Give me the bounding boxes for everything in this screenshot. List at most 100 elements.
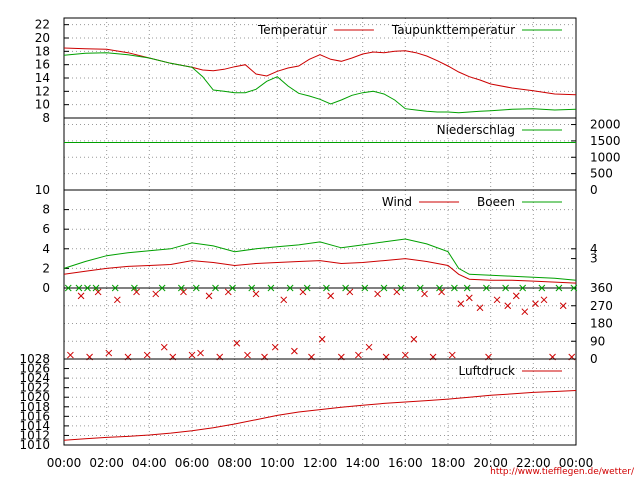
- x-tick-label: 02:00: [89, 456, 124, 470]
- direction-point: [286, 284, 294, 292]
- wind-ytick-left: 4: [42, 242, 50, 256]
- rain-panel: 0 500 1000 1500 2000 Niederschlag: [63, 117, 621, 197]
- temp-ytick-left: 10: [35, 98, 50, 112]
- direction-point: [177, 284, 185, 292]
- direction-point: [361, 284, 369, 292]
- pressure-frame: [63, 358, 577, 446]
- rain-ytick-right: 1000: [590, 150, 621, 164]
- direction-point: [143, 351, 151, 359]
- temp-legend-label: Taupunkttemperatur: [391, 23, 515, 37]
- direction-point: [233, 339, 241, 347]
- pressure-ytick-left: 1022: [19, 381, 50, 395]
- direction-point: [457, 300, 465, 308]
- x-tick-label: 12:00: [303, 456, 338, 470]
- direction-point: [451, 284, 458, 292]
- footer-url[interactable]: http://www.tiefflegen.de/wetter/: [490, 467, 635, 477]
- rain-ytick-right: 1500: [590, 134, 621, 148]
- x-tick-label: 10:00: [260, 456, 295, 470]
- temp-legend-label: Temperatur: [257, 23, 327, 37]
- direction-point: [555, 284, 563, 292]
- direction-point: [448, 351, 456, 359]
- direction-point: [105, 349, 113, 357]
- direction-point: [267, 284, 275, 292]
- direction-point: [540, 296, 548, 304]
- direction-ytick-right: 360: [590, 281, 613, 295]
- direction-point: [113, 296, 121, 304]
- direction-point: [380, 284, 388, 292]
- temp-ytick-left: 8: [42, 111, 50, 125]
- pressure-ytick-left: 1012: [19, 428, 50, 442]
- direction-ytick-right: 0: [590, 352, 598, 366]
- temp-ytick-left: 16: [35, 58, 50, 72]
- pressure-panel: 1010101210141016101810201022102410261028…: [19, 352, 577, 452]
- direction-point: [493, 296, 501, 304]
- direction-point: [271, 343, 279, 351]
- direction-point: [327, 292, 335, 300]
- x-tick-label: 00:00: [47, 456, 82, 470]
- temp-ytick-left: 20: [35, 31, 50, 45]
- wind-ytick-left: 8: [42, 203, 50, 217]
- x-tick-label: 00:00: [559, 456, 594, 470]
- direction-point: [111, 284, 119, 292]
- temp-series-0: [63, 47, 577, 96]
- x-tick-label: 22:00: [516, 456, 551, 470]
- direction-point: [291, 347, 298, 355]
- rain-ytick-right: 2000: [590, 118, 621, 132]
- direction-point: [318, 335, 326, 343]
- wind-ytick-left: 6: [42, 222, 50, 236]
- x-tick-label: 16:00: [388, 456, 423, 470]
- x-tick-label: 08:00: [217, 456, 252, 470]
- direction-point: [229, 284, 236, 292]
- x-tick-label: 20:00: [473, 456, 508, 470]
- pressure-ytick-left: 1028: [19, 352, 50, 366]
- direction-point: [160, 343, 168, 351]
- direction-panel: 0 90 180 270 360: [63, 281, 613, 366]
- x-tick-label: 04:00: [132, 456, 167, 470]
- direction-point: [355, 351, 362, 359]
- direction-point: [374, 290, 381, 298]
- pressure-ytick-left: 1014: [19, 419, 50, 433]
- direction-point: [397, 284, 405, 292]
- direction-point: [538, 284, 546, 292]
- wind-ytick-left: 2: [42, 261, 50, 275]
- direction-point: [421, 290, 428, 298]
- temp-ytick-left: 12: [35, 84, 50, 98]
- rain-legend-label: Niederschlag: [437, 123, 515, 137]
- direction-point: [152, 290, 160, 298]
- pressure-series-0: [63, 390, 577, 441]
- direction-point: [84, 284, 91, 292]
- direction-point: [67, 351, 74, 359]
- direction-point: [570, 284, 578, 292]
- direction-point: [244, 351, 251, 359]
- direction-point: [483, 284, 490, 292]
- direction-point: [64, 284, 72, 292]
- direction-point: [401, 351, 409, 359]
- x-tick-label: 18:00: [431, 456, 466, 470]
- direction-point: [252, 290, 260, 298]
- direction-point: [280, 296, 288, 304]
- direction-point: [410, 335, 418, 343]
- direction-point: [192, 284, 200, 292]
- direction-point: [519, 284, 527, 292]
- wind-legend-label: Wind: [382, 195, 412, 209]
- rain-ytick-right: 0: [590, 183, 598, 197]
- pressure-ytick-left: 1010: [19, 438, 50, 452]
- temp-series-1: [63, 52, 577, 114]
- direction-point: [512, 292, 520, 300]
- pressure-ytick-left: 1026: [19, 362, 50, 376]
- direction-point: [559, 302, 567, 310]
- wind-ytick-right: 3: [590, 252, 598, 266]
- direction-point: [532, 300, 539, 308]
- x-tick-label: 06:00: [175, 456, 210, 470]
- direction-point: [502, 284, 509, 292]
- direction-point: [133, 288, 140, 296]
- temp-ytick-left: 18: [35, 44, 50, 58]
- wind-series-0: [63, 258, 577, 284]
- direction-point: [77, 292, 85, 300]
- pressure-ytick-left: 1018: [19, 400, 50, 414]
- x-tick-label: 14:00: [345, 456, 380, 470]
- temp-ytick-left: 14: [35, 71, 50, 85]
- direction-point: [476, 304, 484, 312]
